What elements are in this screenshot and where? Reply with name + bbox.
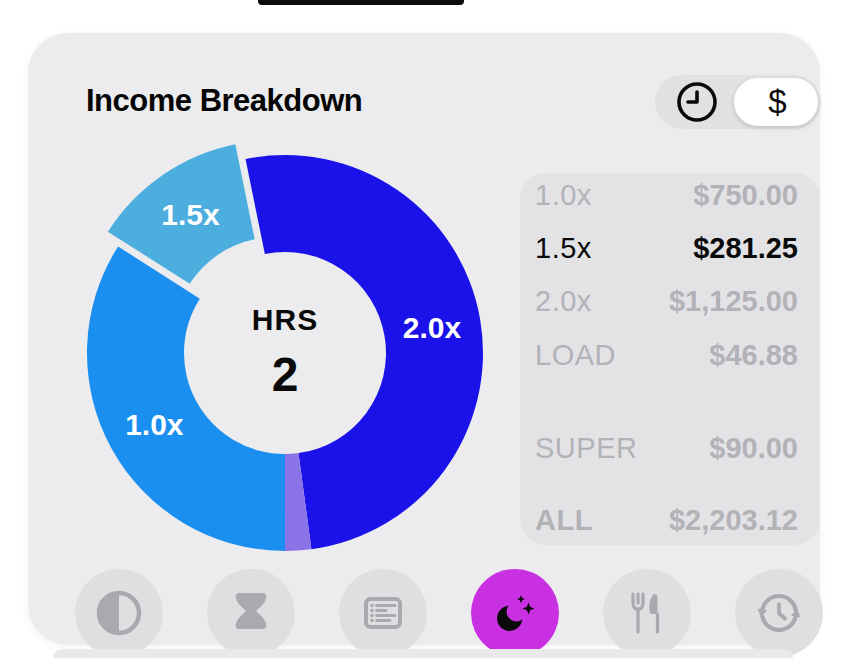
row-label: 2.0x (535, 285, 592, 318)
toggle-dollar-segment[interactable]: $ (734, 75, 821, 129)
next-card-peek[interactable] (53, 649, 793, 658)
donut-center-text: 2 (272, 348, 299, 401)
breakdown-row-all[interactable]: ALL $2,203.12 (520, 500, 820, 540)
time-money-toggle[interactable]: $ (655, 75, 821, 129)
fork-knife-icon (624, 590, 670, 636)
row-value: $2,203.12 (669, 504, 798, 537)
list-icon (360, 590, 406, 636)
row-label: 1.0x (535, 179, 592, 212)
breakdown-row-2.0x[interactable]: 2.0x $1,125.00 (520, 281, 820, 321)
donut-segment-label: 1.5x (161, 198, 220, 231)
income-breakdown-card: Income Breakdown $ 2.0x 1.0x 1.5x HRS 2 1.0x… (28, 33, 820, 645)
breakdown-row-load[interactable]: LOAD $46.88 (520, 335, 820, 375)
breakdown-row-1.0x[interactable]: 1.0x $750.00 (520, 175, 820, 215)
clock-icon (674, 79, 720, 125)
breakdown-row-1.5x[interactable]: 1.5x $281.25 (520, 228, 820, 268)
page-title: Income Breakdown (86, 83, 362, 119)
row-value: $750.00 (693, 179, 798, 212)
income-breakdown-card-screen: Income Breakdown $ 2.0x 1.0x 1.5x HRS 2 1.0x… (0, 0, 844, 658)
night-mode-button[interactable] (471, 569, 559, 657)
dollar-sign-label: $ (768, 83, 786, 121)
hourglass-button[interactable] (207, 569, 295, 657)
row-value: $46.88 (709, 339, 798, 372)
donut-segment-label: 1.0x (125, 408, 184, 441)
row-label: ALL (535, 504, 593, 537)
row-value: $1,125.00 (669, 285, 798, 318)
sheet-handle-bar (258, 0, 464, 5)
hourglass-icon (228, 590, 274, 636)
row-label: 1.5x (535, 232, 592, 265)
row-label: LOAD (535, 339, 616, 372)
history-button[interactable] (735, 569, 823, 657)
breakdown-row-super[interactable]: SUPER $90.00 (520, 428, 820, 468)
row-label: SUPER (535, 432, 637, 465)
contrast-icon (96, 590, 142, 636)
row-value: $90.00 (709, 432, 798, 465)
donut-segment-label: 2.0x (403, 311, 462, 344)
meal-break-button[interactable] (603, 569, 691, 657)
contrast-icon-button[interactable] (75, 569, 163, 657)
row-value: $281.25 (693, 232, 798, 265)
breakdown-panel: 1.0x $750.00 1.5x $281.25 2.0x $1,125.00 LOAD $… (520, 173, 820, 545)
income-donut-chart[interactable]: 2.0x 1.0x 1.5x HRS 2 (55, 123, 515, 583)
history-icon (756, 590, 802, 636)
donut-segment-1.0x[interactable] (87, 246, 285, 551)
donut-center-text: HRS (252, 303, 318, 336)
list-button[interactable] (339, 569, 427, 657)
toggle-time-segment[interactable] (655, 75, 738, 129)
moon-sparkles-icon (492, 590, 538, 636)
